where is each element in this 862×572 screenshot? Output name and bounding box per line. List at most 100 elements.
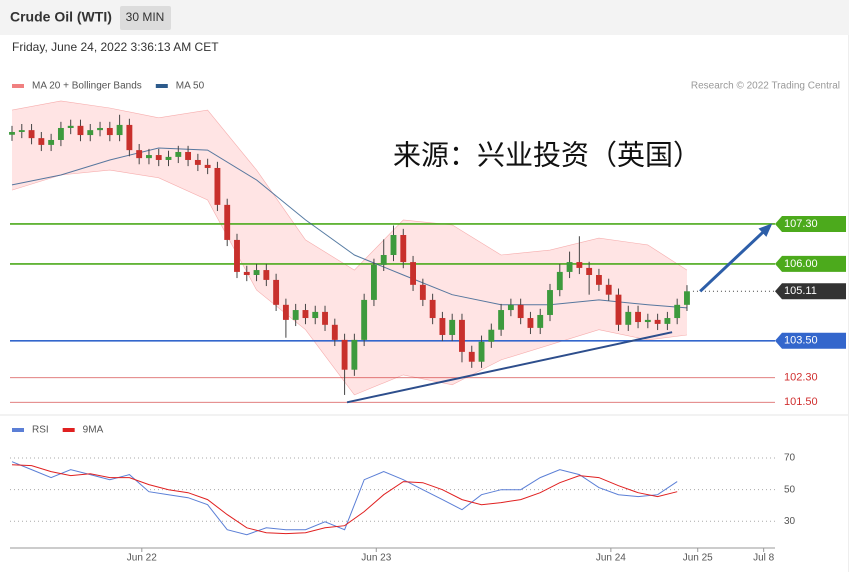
x-tick-label: Jun 24 [596, 553, 626, 564]
legend-swatch [62, 428, 75, 432]
candle-body [654, 319, 661, 324]
level-tag [775, 283, 846, 300]
candle-body [28, 130, 35, 139]
candle-body [400, 235, 407, 263]
rsi-line [11, 461, 678, 536]
candle-body [371, 264, 377, 300]
candle-body [77, 125, 84, 136]
candle-body [361, 299, 368, 340]
x-tick-label: Jun 25 [683, 553, 713, 564]
level-tag [775, 215, 846, 232]
candle-body [664, 318, 671, 324]
level-label: 103.50 [784, 335, 818, 347]
candle-body [351, 339, 358, 370]
candle-body [224, 204, 231, 240]
candle-body [234, 239, 240, 272]
candle-body [635, 311, 641, 323]
candle-body [87, 130, 94, 136]
candle-body [488, 329, 495, 342]
bollinger-band [12, 100, 687, 395]
candle-body [556, 271, 563, 291]
x-tick-label: Jun 22 [127, 553, 157, 564]
legend-label: 9MA [83, 425, 104, 436]
candle-body [57, 127, 64, 140]
arrow-head [758, 223, 773, 237]
candle-body [126, 124, 133, 151]
y-tick-label: 50 [784, 484, 796, 495]
level-label: 105.11 [784, 285, 817, 297]
trendline [346, 331, 673, 404]
level-label: 106.00 [784, 258, 818, 270]
candle-body [165, 156, 172, 160]
legend-swatch [155, 84, 168, 88]
candle-body [684, 291, 690, 305]
candle-body [97, 127, 103, 131]
legend-label: RSI [32, 425, 49, 436]
level-label: 101.50 [784, 396, 818, 408]
candle-body [106, 127, 113, 136]
candle-body [595, 274, 602, 285]
candle-body [576, 262, 583, 268]
candle-body [644, 319, 651, 323]
source: Research © 2022 Trading Central [691, 81, 840, 92]
chart-title: Crude Oil (WTI) [10, 9, 112, 25]
band-lower [11, 169, 688, 396]
candle-body [498, 310, 505, 330]
candle-body [341, 339, 348, 370]
candle-body [48, 139, 55, 145]
candle-body [517, 304, 524, 319]
candle-body [146, 155, 152, 159]
candle-body [507, 304, 514, 311]
candle-body [194, 159, 201, 165]
level-tag [775, 332, 846, 349]
forecast-arrow [699, 224, 772, 293]
candle-body [175, 151, 182, 157]
legend-label: MA 20 + Bollinger Bands [32, 81, 142, 92]
candle-body [586, 267, 593, 275]
candle-body [615, 294, 622, 325]
level-tag [775, 255, 846, 272]
y-tick-label: 70 [784, 453, 796, 464]
candle-body [263, 270, 270, 280]
subtitle: Friday, June 24, 2022 3:36:13 AM CET [12, 40, 219, 54]
candle-body [204, 164, 211, 168]
timeframe-box[interactable] [120, 6, 171, 30]
candle-body [116, 124, 123, 136]
annotation: 来源：兴业投资（英国） [393, 139, 701, 170]
candle-body [331, 324, 338, 340]
y-tick-label: 30 [784, 516, 796, 527]
candle-body [380, 255, 387, 265]
timeframe[interactable]: 30 MIN [126, 10, 165, 24]
candle-body [67, 125, 74, 128]
candle-body [155, 155, 162, 160]
candle-body [390, 235, 397, 255]
legend-swatch [12, 428, 24, 432]
candle-body [605, 284, 612, 295]
candle-body [9, 131, 15, 135]
candle-body [674, 304, 681, 319]
candle-body [282, 304, 289, 320]
candle-body [273, 279, 280, 305]
level-label: 102.30 [784, 372, 818, 384]
candle-body [429, 299, 436, 319]
candle-body [253, 270, 260, 275]
legend-label: MA 50 [176, 81, 205, 92]
band-upper [11, 100, 688, 271]
candle-body [547, 290, 553, 315]
candle-body [468, 351, 475, 362]
candle-body [18, 130, 25, 132]
candle-body [566, 262, 573, 272]
candle-body [478, 341, 485, 362]
legend-swatch [12, 84, 24, 88]
candle-body [537, 314, 544, 328]
candle-body [625, 311, 632, 325]
candle-body [312, 311, 319, 319]
level-label: 107.30 [784, 218, 818, 230]
ma-line [11, 147, 688, 309]
candle-body [459, 319, 465, 352]
candle-body [439, 318, 446, 335]
candle-body [322, 311, 328, 325]
candle-body [292, 310, 299, 320]
candle-body [302, 310, 309, 319]
